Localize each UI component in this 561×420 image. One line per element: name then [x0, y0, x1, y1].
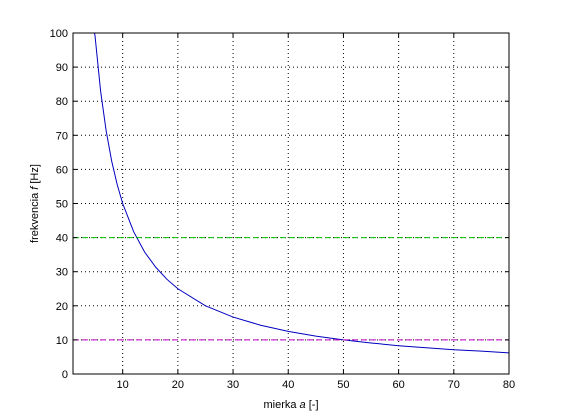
x-tick-label: 50 [337, 379, 349, 391]
tick-labels: 10 20 30 40 50 60 70 80 0 10 20 30 40 50 60 70 80 90 100 [50, 28, 515, 391]
y-tick-label: 70 [56, 130, 68, 142]
x-axis-label-variable: a [300, 399, 306, 411]
x-tick-label: 30 [227, 379, 239, 391]
y-tick-label: 20 [56, 301, 68, 313]
y-tick-label: 0 [62, 369, 68, 381]
y-tick-label: 80 [56, 96, 68, 108]
y-tick-label: 60 [56, 164, 68, 176]
x-tick-label: 20 [172, 379, 184, 391]
series-group [73, 32, 510, 354]
y-axis-label: frekvencia f [Hz] [29, 164, 41, 243]
y-tick-label: 40 [56, 233, 68, 245]
x-tick-label: 70 [448, 379, 460, 391]
y-tick-label: 30 [56, 267, 68, 279]
x-tick-label: 10 [117, 379, 129, 391]
y-tick-label: 10 [56, 335, 68, 347]
x-tick-label: 40 [282, 379, 294, 391]
y-axis-label-variable: f [29, 186, 41, 190]
y-tick-label: 50 [56, 199, 68, 211]
plot-area [73, 33, 509, 374]
y-axis-label-suffix: [Hz] [29, 164, 41, 187]
x-axis-label-suffix: [-] [306, 399, 319, 411]
x-axis-label-prefix: mierka [263, 399, 299, 411]
x-tick-label: 80 [503, 379, 515, 391]
x-tick-label: 60 [392, 379, 404, 391]
y-tick-label: 90 [56, 62, 68, 74]
series-line-1 [94, 32, 510, 354]
x-axis-label: mierka a [-] [263, 399, 318, 411]
tick-marks [73, 32, 510, 375]
y-axis-label-prefix: frekvencia [29, 190, 41, 243]
y-tick-label: 100 [50, 28, 68, 40]
